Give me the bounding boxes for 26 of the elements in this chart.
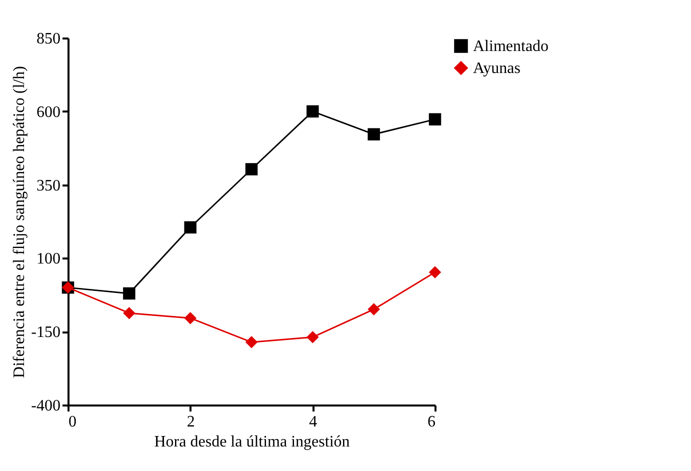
x-tick-label: 4 xyxy=(309,414,318,430)
y-tick-label: -400 xyxy=(31,398,60,414)
x-tick-label: 6 xyxy=(428,414,436,430)
x-tick-label: 0 xyxy=(68,414,76,430)
point xyxy=(428,266,442,278)
y-axis-title: Diferencia entre el flujo sanguíneo hepático (l/h) xyxy=(11,66,28,378)
point xyxy=(245,336,258,348)
y-tick-label: 600 xyxy=(36,104,60,121)
point xyxy=(123,306,136,320)
point xyxy=(184,221,196,234)
point xyxy=(123,287,136,300)
x-tick-label: 2 xyxy=(186,414,195,430)
point xyxy=(368,128,380,140)
point xyxy=(184,312,196,324)
legend-label: Ayunas xyxy=(473,60,520,77)
point xyxy=(368,303,380,316)
legend-label: Alimentado xyxy=(473,38,549,55)
point xyxy=(245,163,258,176)
point xyxy=(428,113,442,126)
y-tick-label: 100 xyxy=(36,250,60,268)
point xyxy=(306,105,319,118)
point xyxy=(306,331,319,344)
x-axis-title: Hora desde la última ingestión xyxy=(154,434,350,450)
y-tick-label: 850 xyxy=(36,30,60,48)
y-tick-label: -150 xyxy=(31,324,60,342)
y-tick-label: 350 xyxy=(36,177,60,194)
